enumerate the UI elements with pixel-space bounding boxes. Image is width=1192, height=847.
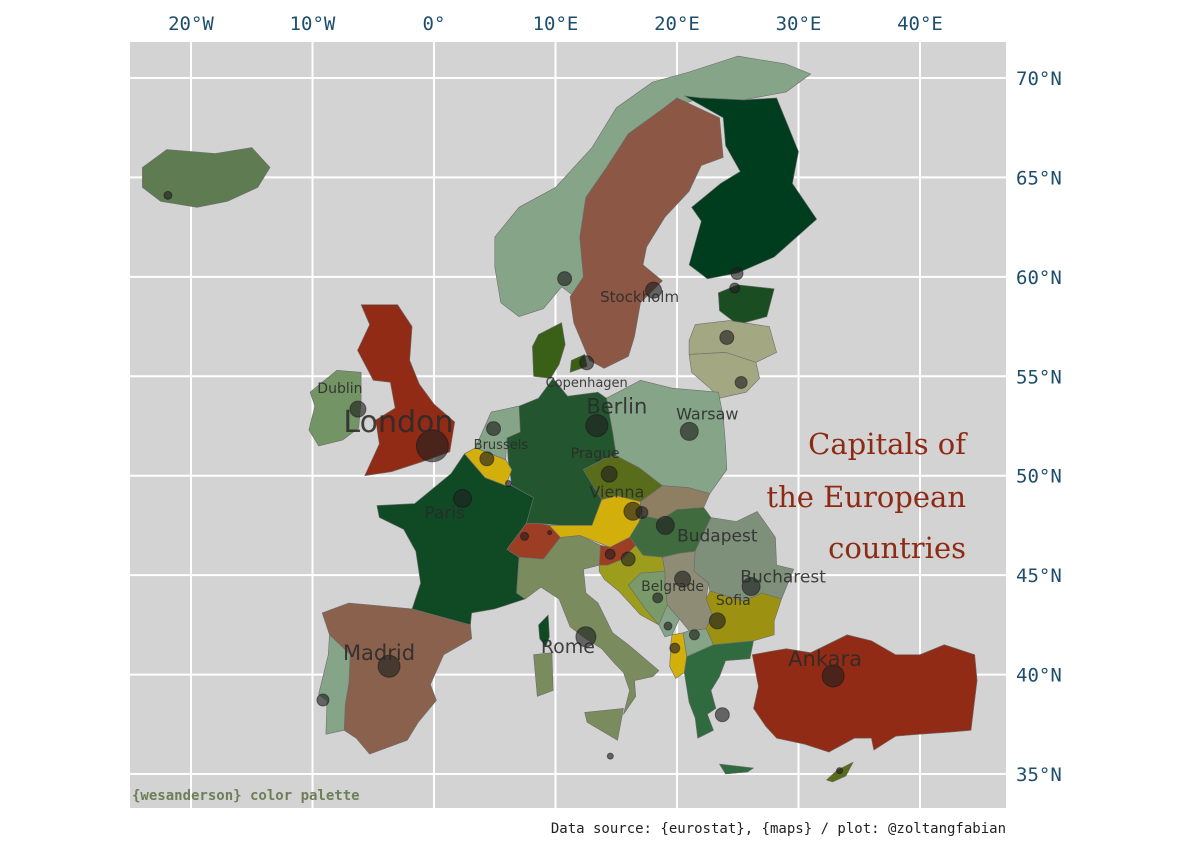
title-line-2: the European bbox=[766, 480, 966, 514]
capital-point-bratislava bbox=[635, 506, 649, 520]
capital-point-sofia bbox=[708, 612, 726, 630]
lon-tick-label: 20°W bbox=[168, 13, 214, 35]
capital-point-dublin bbox=[349, 400, 367, 418]
capital-point-luxembourg bbox=[504, 479, 512, 487]
lat-tick-label: 55°N bbox=[1016, 366, 1062, 388]
capital-label-ankara: Ankara bbox=[788, 647, 862, 671]
capital-point-warsaw bbox=[679, 421, 699, 441]
capital-point-reykjavik bbox=[163, 190, 173, 200]
country-denmark bbox=[532, 322, 566, 379]
country-corsica bbox=[538, 614, 550, 648]
country-bulgaria bbox=[705, 590, 782, 646]
capital-label-budapest: Budapest bbox=[677, 526, 758, 546]
country-sweden bbox=[569, 97, 724, 369]
lon-tick-label: 10°W bbox=[290, 13, 336, 35]
country-romania bbox=[693, 511, 794, 602]
capital-label-brussels: Brussels bbox=[474, 438, 529, 453]
country-finland bbox=[683, 95, 818, 280]
capital-point-nicosia bbox=[836, 767, 844, 775]
capital-point-ljubljana bbox=[604, 548, 616, 560]
capital-point-copenhagen bbox=[579, 355, 595, 371]
lon-tick-label: 30°E bbox=[776, 13, 822, 35]
capital-point-bucharest bbox=[741, 576, 761, 596]
capital-point-valletta bbox=[606, 752, 614, 760]
palette-note: {wesanderson} color palette bbox=[132, 788, 360, 804]
capital-label-belgrade: Belgrade bbox=[641, 579, 704, 595]
capital-labels: Dublin London Paris Madrid Brussels Berlin Cop… bbox=[317, 288, 862, 671]
capital-point-lisbon bbox=[316, 693, 330, 707]
capital-point-athens bbox=[714, 707, 730, 723]
lat-tick-label: 50°N bbox=[1016, 466, 1062, 488]
lat-tick-label: 70°N bbox=[1016, 68, 1062, 90]
capital-label-stockholm: Stockholm bbox=[600, 288, 679, 306]
capital-point-sarajevo bbox=[652, 592, 664, 604]
lat-tick-label: 45°N bbox=[1016, 565, 1062, 587]
country-iceland bbox=[142, 147, 271, 208]
capital-point-oslo bbox=[557, 271, 573, 287]
country-crete bbox=[719, 763, 754, 775]
capital-point-belgrade bbox=[674, 570, 692, 588]
capital-point-vilnius bbox=[734, 375, 748, 389]
capital-label-prague: Prague bbox=[571, 446, 620, 462]
country-portugal bbox=[318, 634, 351, 735]
lon-tick-label: 0° bbox=[423, 13, 446, 35]
capital-label-bucharest: Bucharest bbox=[740, 568, 826, 588]
lat-tick-label: 60°N bbox=[1016, 267, 1062, 289]
title-line-3: countries bbox=[828, 531, 966, 565]
capital-label-paris: Paris bbox=[424, 503, 465, 523]
capital-point-tirana bbox=[669, 642, 681, 654]
capital-point-tallinn bbox=[729, 282, 741, 294]
capital-point-vaduz bbox=[547, 530, 553, 536]
lon-tick-label: 10°E bbox=[533, 13, 579, 35]
capital-label-berlin: Berlin bbox=[586, 395, 647, 419]
lat-tick-label: 65°N bbox=[1016, 167, 1062, 189]
capital-point-brussels bbox=[479, 451, 495, 467]
country-bosnia bbox=[628, 570, 668, 626]
capital-point-prague bbox=[600, 465, 618, 483]
capital-point-paris bbox=[453, 488, 473, 508]
capital-label-sofia: Sofia bbox=[716, 593, 751, 609]
capital-label-dublin: Dublin bbox=[317, 381, 362, 397]
country-sardinia bbox=[533, 652, 554, 697]
capital-label-madrid: Madrid bbox=[343, 641, 415, 665]
map-title: Capitals of the European countries bbox=[766, 427, 968, 565]
capital-point-bern bbox=[520, 531, 530, 541]
lat-tick-label: 35°N bbox=[1016, 764, 1062, 786]
axis-tick-labels: 20°W 10°W 0° 10°E 20°E 30°E 40°E 70°N 65°N 60°N 55… bbox=[168, 13, 1062, 786]
country-ireland bbox=[308, 369, 362, 447]
lon-tick-label: 40°E bbox=[897, 13, 943, 35]
country-montenegro bbox=[658, 604, 680, 638]
country-turkey bbox=[751, 634, 978, 753]
capital-label-rome: Rome bbox=[541, 636, 595, 658]
capital-point-skopje bbox=[688, 629, 700, 641]
source-note: Data source: {eurostat}, {maps} / plot: … bbox=[551, 821, 1006, 837]
capital-point-podgorica bbox=[663, 621, 673, 631]
capital-points bbox=[163, 190, 845, 775]
capital-point-ankara bbox=[821, 664, 845, 688]
title-line-1: Capitals of bbox=[808, 427, 968, 461]
capital-point-madrid bbox=[377, 654, 401, 678]
capital-point-rome bbox=[575, 626, 597, 648]
capital-point-zagreb bbox=[620, 551, 636, 567]
lon-tick-label: 20°E bbox=[654, 13, 700, 35]
capital-point-amsterdam bbox=[486, 421, 502, 437]
lat-tick-label: 40°N bbox=[1016, 665, 1062, 687]
capital-point-berlin bbox=[585, 414, 609, 438]
country-sicily bbox=[584, 708, 624, 741]
capital-label-london: London bbox=[343, 405, 453, 440]
capital-label-warsaw: Warsaw bbox=[676, 404, 738, 423]
capital-point-london bbox=[415, 429, 449, 463]
capital-label-vienna: Vienna bbox=[589, 482, 644, 501]
capital-point-stockholm bbox=[645, 281, 663, 299]
capital-point-helsinki bbox=[730, 266, 744, 280]
capital-point-budapest bbox=[655, 515, 675, 535]
capital-label-copenhagen: Copenhagen bbox=[546, 376, 628, 391]
capital-point-riga bbox=[719, 330, 735, 346]
